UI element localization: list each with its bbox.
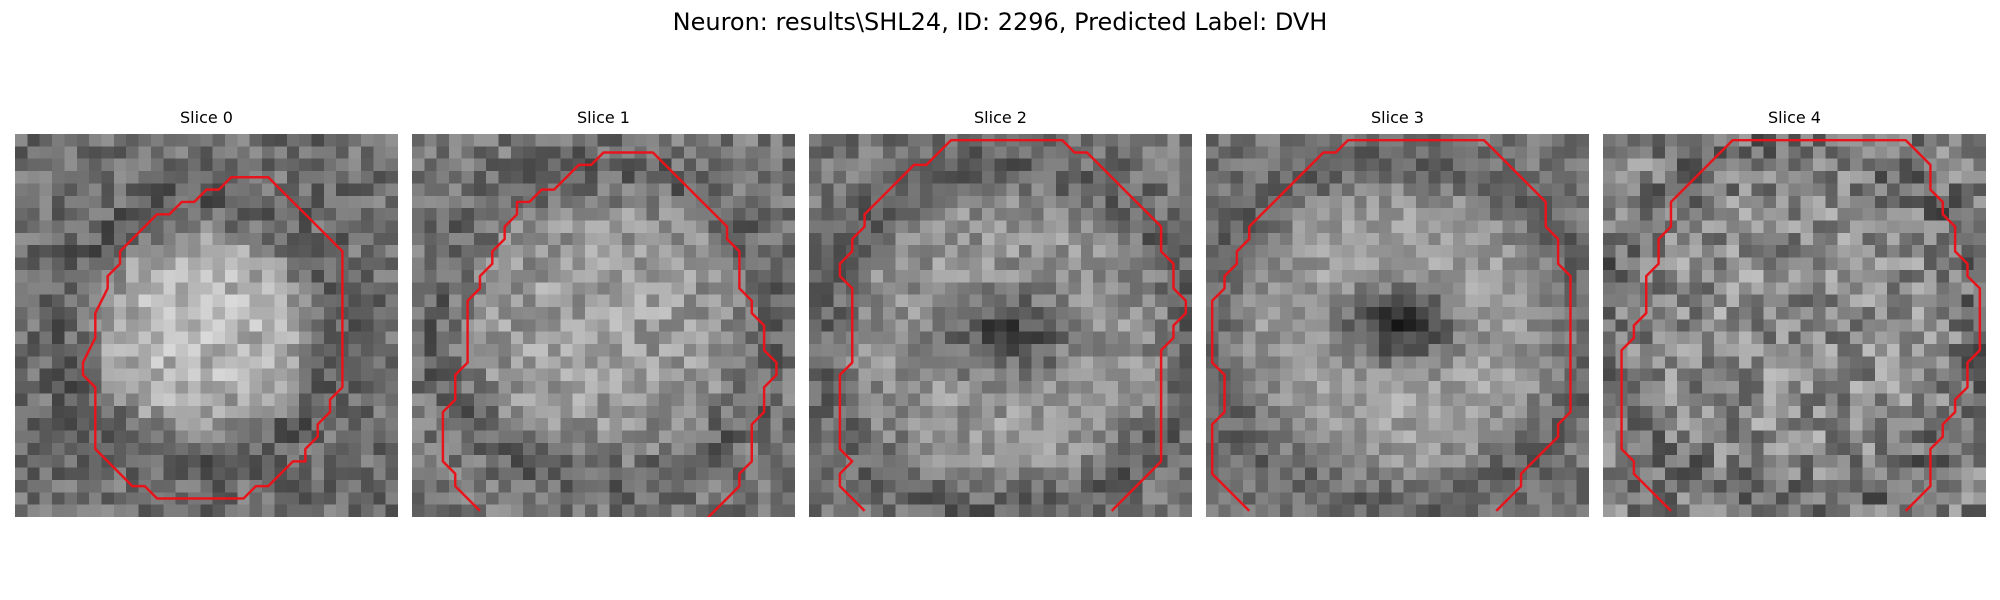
slice-panel-3: Slice 3 bbox=[1206, 108, 1589, 517]
slice-2-title: Slice 2 bbox=[974, 108, 1027, 127]
slice-panel-4: Slice 4 bbox=[1603, 108, 1986, 517]
pixel-grid bbox=[1206, 134, 1589, 517]
roi-contour bbox=[1620, 138, 1982, 512]
slice-0-title: Slice 0 bbox=[180, 108, 233, 127]
slice-3-image bbox=[1206, 134, 1589, 517]
slice-4-image bbox=[1603, 134, 1986, 517]
pixel-grid bbox=[15, 134, 398, 517]
roi-contour bbox=[81, 176, 344, 500]
figure-title: Neuron: results\SHL24, ID: 2296, Predict… bbox=[672, 8, 1328, 36]
pixel-grid bbox=[412, 134, 795, 517]
slice-3-title: Slice 3 bbox=[1371, 108, 1424, 127]
roi-contour bbox=[441, 151, 778, 517]
slice-4-title: Slice 4 bbox=[1768, 108, 1821, 127]
slice-2-image bbox=[809, 134, 1192, 517]
slice-panel-1: Slice 1 bbox=[412, 108, 795, 517]
pixel-grid bbox=[809, 134, 1192, 517]
slice-panel-0: Slice 0 bbox=[15, 108, 398, 517]
slice-panel-2: Slice 2 bbox=[809, 108, 1192, 517]
slice-1-title: Slice 1 bbox=[577, 108, 630, 127]
roi-contour bbox=[838, 138, 1188, 512]
slice-0-image bbox=[15, 134, 398, 517]
slice-1-image bbox=[412, 134, 795, 517]
pixel-grid bbox=[1603, 134, 1986, 517]
roi-contour bbox=[1210, 138, 1572, 512]
